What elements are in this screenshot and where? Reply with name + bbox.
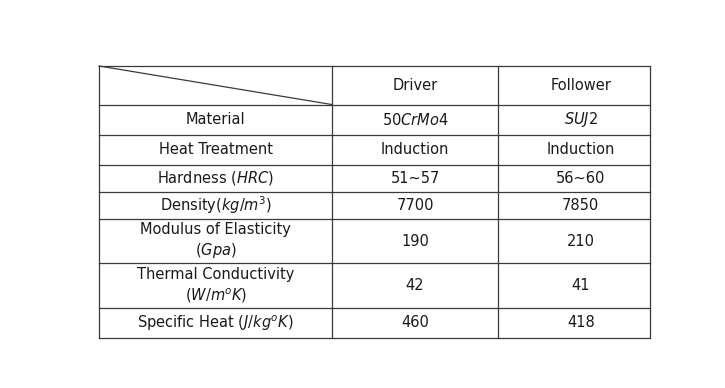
Text: Induction: Induction bbox=[547, 142, 615, 157]
Text: Hardness ($\mathit{HRC}$): Hardness ($\mathit{HRC}$) bbox=[157, 169, 274, 187]
Text: Induction: Induction bbox=[381, 142, 450, 157]
Text: Thermal Conductivity
($\mathit{W/m}$$^o$$\mathit{K}$): Thermal Conductivity ($\mathit{W/m}$$^o$… bbox=[137, 267, 294, 305]
Text: $\mathit{SUJ}$2: $\mathit{SUJ}$2 bbox=[564, 110, 598, 129]
Text: 418: 418 bbox=[567, 315, 594, 330]
Text: Specific Heat ($\mathit{J/kg}$$^o$$\mathit{K}$): Specific Heat ($\mathit{J/kg}$$^o$$\math… bbox=[138, 313, 294, 333]
Text: Driver: Driver bbox=[392, 78, 438, 93]
Text: 50$\mathit{CrMo}$4: 50$\mathit{CrMo}$4 bbox=[381, 112, 449, 128]
Text: 42: 42 bbox=[406, 278, 424, 293]
Text: 41: 41 bbox=[571, 278, 590, 293]
Text: 210: 210 bbox=[567, 234, 594, 249]
Text: 7850: 7850 bbox=[562, 198, 600, 213]
Text: 190: 190 bbox=[401, 234, 429, 249]
Text: Modulus of Elasticity
($\mathit{Gpa}$): Modulus of Elasticity ($\mathit{Gpa}$) bbox=[140, 222, 291, 260]
Text: Follower: Follower bbox=[550, 78, 611, 93]
Text: Heat Treatment: Heat Treatment bbox=[159, 142, 273, 157]
Text: Material: Material bbox=[186, 112, 246, 127]
Text: 7700: 7700 bbox=[397, 198, 434, 213]
Text: 51~57: 51~57 bbox=[391, 171, 440, 186]
Text: Density($\mathit{kg/m}$$^3$): Density($\mathit{kg/m}$$^3$) bbox=[160, 195, 272, 217]
Text: 56~60: 56~60 bbox=[556, 171, 605, 186]
Text: 460: 460 bbox=[401, 315, 429, 330]
